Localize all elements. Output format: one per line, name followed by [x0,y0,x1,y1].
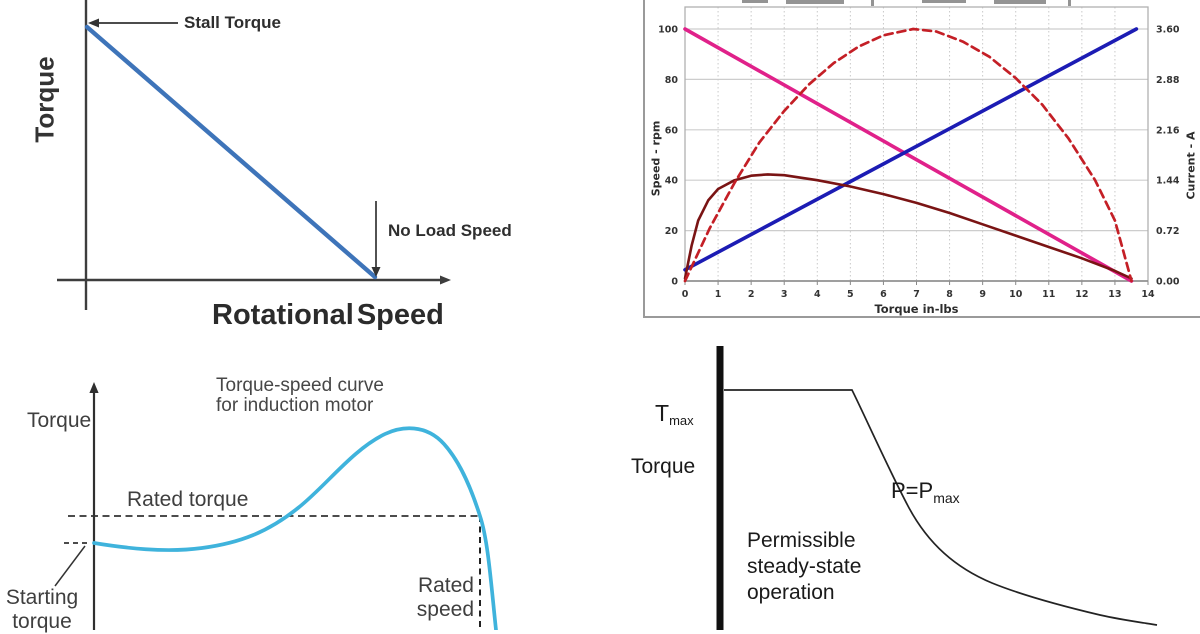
p-eq-main: P=P [891,478,934,503]
steady-state-plot [716,346,1158,630]
left-tick-label: 60 [665,125,679,136]
x-tick-label: 7 [913,289,920,300]
chart-title: Torque-speed curve for induction motor [216,375,384,416]
x-tick-label: 12 [1075,289,1088,300]
starting-torque-pointer-line [54,545,86,587]
tmax-subscript: max [669,413,694,428]
right-tick-label: 0.72 [1156,226,1179,237]
current-line-blue-path [683,27,1139,272]
left-tick-label: 100 [658,25,678,36]
x-tick-label: 3 [781,289,788,300]
left-tick-label: 20 [665,226,679,237]
tmax-main: T [655,400,670,426]
permissible-operation-label: Permissible steady-state operation [747,529,862,604]
x-tick-label: 8 [946,289,953,300]
torque-speed-line [84,24,378,280]
stall-torque-arrowhead [88,18,99,28]
x-tick-label: 9 [979,289,986,300]
x-tick-label: 10 [1009,289,1023,300]
clipped-legend-fragment [742,0,768,3]
y-axis-arrowhead [89,382,99,393]
stall-torque-label: Stall Torque [184,13,281,32]
torque-axis-label: Torque [27,409,92,432]
induction-torque-speed-curve [92,426,498,630]
x-tick-label: 14 [1141,289,1155,300]
clipped-legend-fragment [871,0,874,6]
x-tick-label: 6 [880,289,887,300]
x-tick-label: 1 [715,289,722,300]
torque-axis-label: Torque [29,56,60,143]
speed-line-magenta-path [683,27,1134,283]
x-tick-label: 0 [682,289,689,300]
motor-performance-panel: 0 0.00 20 0.72 40 1.44 60 2.16 80 2.88 100 3.60 0 1 2 3… [643,0,1200,322]
red-dashed-curve-path [683,27,1133,283]
induction-motor-plot [54,382,498,630]
speed-axis-label: Speed - rpm [649,120,663,197]
rotational-speed-axis-label: Rotational Speed [212,299,444,331]
rated-speed-label: Rated speed [416,574,474,621]
right-tick-label: 1.44 [1156,176,1180,187]
p-eq-subscript: max [933,490,960,506]
clipped-legend-fragment [786,0,844,4]
dc-motor-panel: Torque Stall Torque No Load Speed Rotati… [0,0,560,345]
torque-axis-label: Torque [631,455,696,478]
dark-red-solid-curve-path [683,173,1133,280]
torque-axis-label: Torque in-lbs [874,302,959,316]
x-tick-label: 5 [847,289,854,300]
rated-torque-label: Rated torque [127,488,249,511]
p-equals-pmax-label: P=Pmax [891,452,960,511]
right-tick-label: 2.88 [1156,75,1180,86]
x-tick-label: 13 [1108,289,1121,300]
starting-torque-label: Starting torque [5,586,79,633]
right-tick-label: 2.16 [1156,125,1180,136]
left-tick-label: 0 [671,277,678,288]
x-tick-label: 2 [748,289,755,300]
current-axis-label: Current - A [1184,131,1198,200]
steady-state-panel: Tmax Torque P=Pmax Permissible steady-st… [600,340,1200,630]
no-load-speed-label: No Load Speed [388,221,512,240]
left-tick-label: 80 [665,75,679,86]
x-axis-arrowhead [440,275,451,285]
left-tick-label: 40 [665,176,679,187]
right-tick-label: 3.60 [1156,25,1180,36]
induction-motor-panel: Torque Torque-speed curve for induction … [0,340,560,633]
no-load-arrowhead [371,267,381,277]
clipped-legend-fragment [1068,0,1071,6]
clipped-legend-fragment [922,0,966,3]
x-tick-label: 11 [1042,289,1055,300]
clipped-legend-fragment [994,0,1046,4]
right-tick-label: 0.00 [1156,277,1180,288]
dc-motor-plot [57,0,451,310]
tmax-label: Tmax [655,374,694,434]
x-tick-label: 4 [814,289,821,300]
torque-limit-curve [724,389,1158,626]
